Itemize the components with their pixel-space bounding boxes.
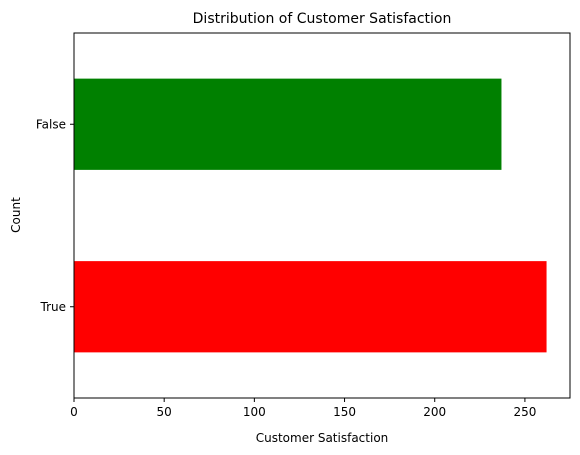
x-tick-label: 150 [333, 405, 356, 419]
x-tick-label: 50 [157, 405, 172, 419]
plot-frame [73, 32, 571, 399]
y-tick-label: False [36, 117, 66, 131]
bar-true [74, 261, 547, 353]
y-axis: True False [36, 117, 74, 314]
y-axis-label: Count [9, 197, 23, 233]
x-tick-label: 100 [243, 405, 266, 419]
x-tick-label: 250 [513, 405, 536, 419]
x-tick-label: 0 [70, 405, 78, 419]
x-axis: 0 50 100 150 200 250 [70, 398, 536, 419]
x-tick-label: 200 [423, 405, 446, 419]
y-tick-label: True [40, 300, 67, 314]
chart-title: Distribution of Customer Satisfaction [193, 11, 452, 27]
x-axis-label: Customer Satisfaction [256, 431, 389, 445]
bars-group [74, 78, 547, 353]
bar-false [74, 78, 502, 170]
